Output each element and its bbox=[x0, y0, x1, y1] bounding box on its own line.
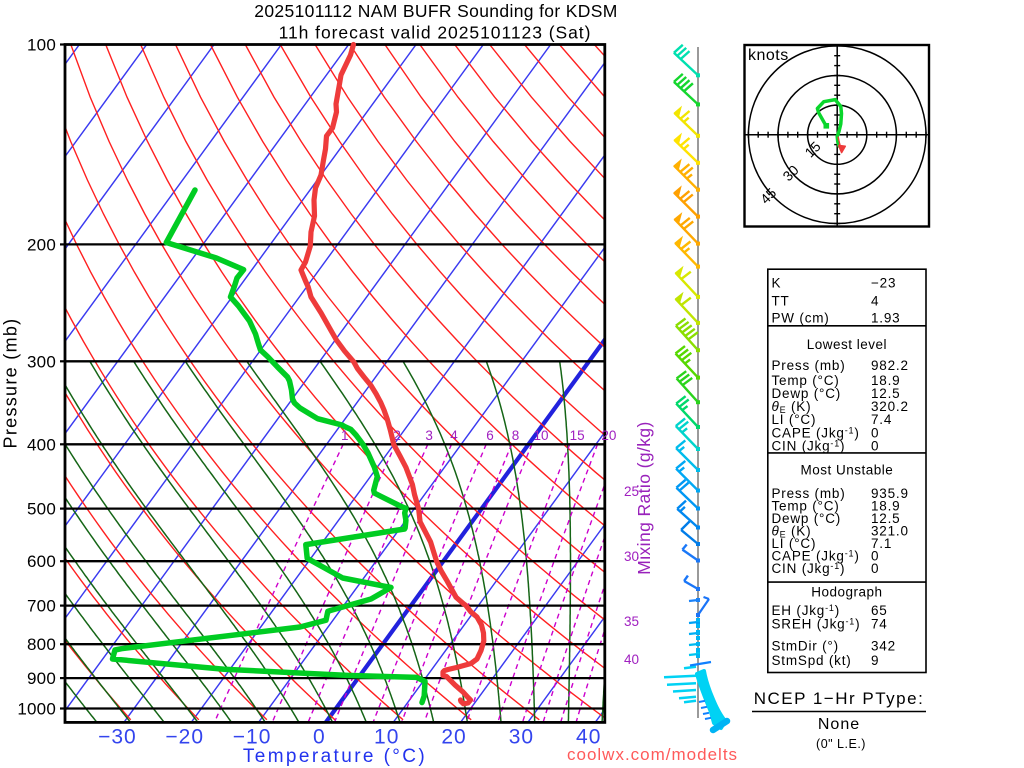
svg-text:0: 0 bbox=[313, 726, 326, 749]
svg-text:1: 1 bbox=[341, 428, 349, 443]
svg-text:θE (K): θE (K) bbox=[772, 524, 812, 540]
svg-text:CIN (Jkg-1): CIN (Jkg-1) bbox=[772, 561, 846, 576]
svg-text:(0" L.E.): (0" L.E.) bbox=[816, 737, 866, 751]
svg-text:CAPE (Jkg-1): CAPE (Jkg-1) bbox=[772, 426, 860, 441]
svg-text:CIN (Jkg-1): CIN (Jkg-1) bbox=[772, 439, 846, 454]
svg-text:40: 40 bbox=[624, 652, 639, 667]
svg-text:65: 65 bbox=[871, 603, 888, 618]
svg-text:100: 100 bbox=[27, 36, 56, 55]
svg-text:25: 25 bbox=[624, 484, 639, 499]
svg-text:15: 15 bbox=[570, 428, 585, 443]
svg-text:2025101112 NAM BUFR Sounding f: 2025101112 NAM BUFR Sounding for KDSM bbox=[254, 1, 617, 21]
svg-text:7.1: 7.1 bbox=[871, 536, 892, 551]
svg-text:18.9: 18.9 bbox=[871, 373, 900, 388]
svg-text:321.0: 321.0 bbox=[871, 524, 909, 539]
svg-text:0: 0 bbox=[871, 439, 879, 454]
svg-text:LI (°C): LI (°C) bbox=[772, 412, 817, 427]
svg-text:4: 4 bbox=[871, 294, 879, 309]
svg-text:Temperature (°C): Temperature (°C) bbox=[243, 746, 427, 767]
svg-text:11h forecast valid 2025101123: 11h forecast valid 2025101123 (Sat) bbox=[279, 23, 592, 43]
svg-text:20: 20 bbox=[441, 726, 466, 749]
svg-text:1.93: 1.93 bbox=[871, 311, 900, 326]
svg-text:TT: TT bbox=[772, 294, 790, 309]
svg-text:1000: 1000 bbox=[17, 700, 56, 719]
svg-text:−30: −30 bbox=[98, 726, 137, 749]
svg-text:Press (mb): Press (mb) bbox=[772, 486, 846, 501]
svg-text:8: 8 bbox=[512, 428, 520, 443]
svg-text:320.2: 320.2 bbox=[871, 399, 909, 414]
svg-text:30: 30 bbox=[509, 726, 534, 749]
svg-text:40: 40 bbox=[576, 726, 601, 749]
svg-text:12.5: 12.5 bbox=[871, 511, 900, 526]
svg-text:9: 9 bbox=[871, 653, 879, 668]
svg-text:0: 0 bbox=[871, 549, 879, 564]
svg-text:LI (°C): LI (°C) bbox=[772, 536, 817, 551]
svg-text:K: K bbox=[772, 276, 782, 291]
svg-text:200: 200 bbox=[27, 235, 56, 254]
svg-text:−10: −10 bbox=[233, 726, 272, 749]
svg-text:coolwx.com/modelts: coolwx.com/modelts bbox=[567, 745, 738, 764]
svg-text:800: 800 bbox=[27, 635, 56, 654]
svg-text:−23: −23 bbox=[871, 276, 896, 291]
svg-text:EH (Jkg-1): EH (Jkg-1) bbox=[772, 603, 841, 618]
svg-text:4: 4 bbox=[450, 428, 458, 443]
svg-text:2: 2 bbox=[393, 428, 401, 443]
svg-text:6: 6 bbox=[486, 428, 494, 443]
svg-text:3: 3 bbox=[425, 428, 433, 443]
svg-text:None: None bbox=[818, 716, 860, 733]
svg-text:θE (K): θE (K) bbox=[772, 399, 812, 415]
svg-text:Temp (°C): Temp (°C) bbox=[772, 373, 840, 388]
svg-text:0: 0 bbox=[871, 561, 879, 576]
svg-text:Temp (°C): Temp (°C) bbox=[772, 499, 840, 514]
svg-text:Hodograph: Hodograph bbox=[811, 585, 882, 600]
svg-text:982.2: 982.2 bbox=[871, 358, 909, 373]
svg-text:700: 700 bbox=[27, 597, 56, 616]
svg-text:knots: knots bbox=[748, 47, 789, 64]
svg-text:Dewp (°C): Dewp (°C) bbox=[772, 511, 842, 526]
svg-text:Press (mb): Press (mb) bbox=[772, 358, 846, 373]
svg-text:Pressure (mb): Pressure (mb) bbox=[1, 318, 21, 449]
svg-text:35: 35 bbox=[624, 614, 639, 629]
svg-text:Mixing Ratio (g/kg): Mixing Ratio (g/kg) bbox=[634, 421, 654, 574]
svg-text:30: 30 bbox=[624, 549, 639, 564]
svg-text:7.4: 7.4 bbox=[871, 412, 892, 427]
svg-text:Lowest level: Lowest level bbox=[807, 337, 887, 352]
svg-text:Dewp (°C): Dewp (°C) bbox=[772, 386, 842, 401]
svg-text:CAPE (Jkg-1): CAPE (Jkg-1) bbox=[772, 549, 860, 564]
svg-text:NCEP 1−Hr PType:: NCEP 1−Hr PType: bbox=[754, 689, 925, 708]
svg-text:18.9: 18.9 bbox=[871, 499, 900, 514]
svg-text:342: 342 bbox=[871, 639, 896, 654]
svg-text:900: 900 bbox=[27, 669, 56, 688]
svg-text:400: 400 bbox=[27, 435, 56, 454]
svg-text:500: 500 bbox=[27, 500, 56, 519]
svg-text:600: 600 bbox=[27, 552, 56, 571]
svg-text:74: 74 bbox=[871, 617, 888, 632]
svg-text:−20: −20 bbox=[165, 726, 204, 749]
svg-text:StmSpd (kt): StmSpd (kt) bbox=[772, 653, 852, 668]
svg-text:10: 10 bbox=[533, 428, 548, 443]
svg-text:20: 20 bbox=[601, 428, 616, 443]
svg-text:12.5: 12.5 bbox=[871, 386, 900, 401]
svg-text:SREH (Jkg-1): SREH (Jkg-1) bbox=[772, 617, 861, 632]
svg-text:300: 300 bbox=[27, 352, 56, 371]
svg-text:Most Unstable: Most Unstable bbox=[801, 463, 894, 478]
svg-text:935.9: 935.9 bbox=[871, 486, 909, 501]
svg-text:PW (cm): PW (cm) bbox=[772, 311, 830, 326]
svg-text:10: 10 bbox=[374, 726, 399, 749]
svg-text:StmDir (°): StmDir (°) bbox=[772, 639, 839, 654]
svg-text:0: 0 bbox=[871, 426, 879, 441]
